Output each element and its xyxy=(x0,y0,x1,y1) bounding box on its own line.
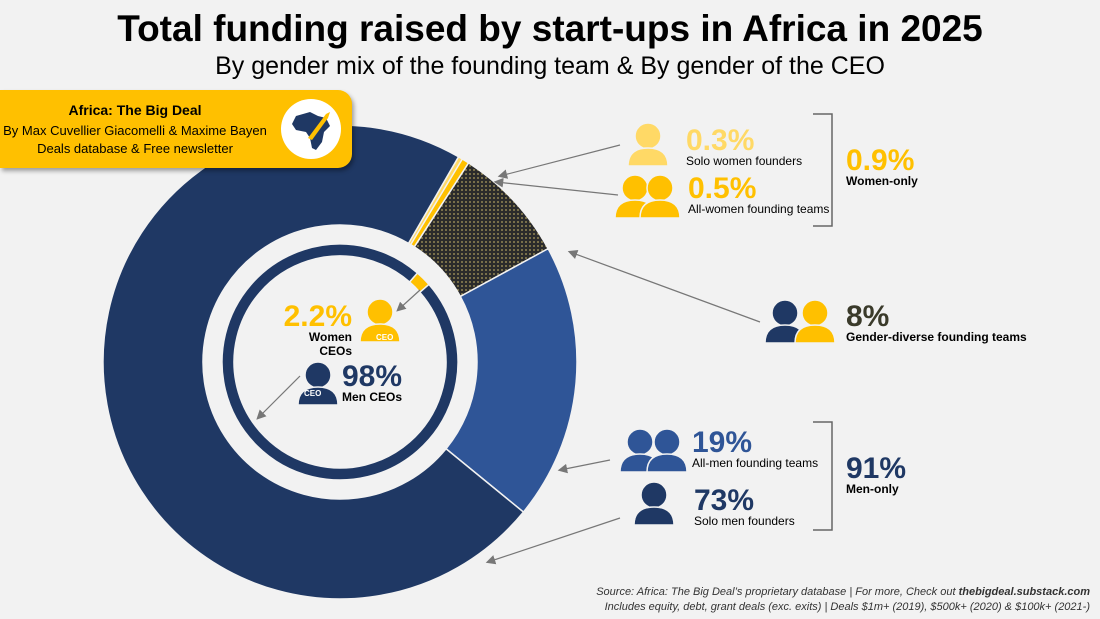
all-men-value: 19% xyxy=(692,426,753,459)
solo-men-callout: 73% Solo men founders xyxy=(694,484,795,528)
women-only-label: Women-only xyxy=(846,174,918,188)
solo-women-label: Solo women founders xyxy=(686,154,803,168)
brand-banner: Africa: The Big Deal By Max Cuvellier Gi… xyxy=(0,90,352,168)
callout-arrow xyxy=(567,249,761,323)
solo-woman-icon xyxy=(627,122,669,167)
woman-ceo-icon xyxy=(359,298,401,343)
source-text: Source: Africa: The Big Deal’s proprieta… xyxy=(596,586,959,598)
callout-arrow xyxy=(485,517,621,565)
diverse-value: 8% xyxy=(846,300,890,333)
brand-authors: By Max Cuvellier Giacomelli & Maxime Bay… xyxy=(3,123,267,138)
callout-arrow xyxy=(493,177,619,196)
woman-icon xyxy=(639,174,681,219)
solo-men-value: 73% xyxy=(694,484,755,517)
brand-name: Africa: The Big Deal xyxy=(68,102,202,118)
man-ceo-icon xyxy=(297,361,339,406)
men-only-value: 91% xyxy=(846,452,907,485)
diverse-callout: 8% Gender-diverse founding teams xyxy=(846,300,1027,344)
men-only-bracket xyxy=(813,421,833,531)
solo-man-icon xyxy=(633,481,675,526)
callout-arrow xyxy=(497,144,621,179)
man-icon xyxy=(646,428,688,473)
men-ceo-label: Men CEOs xyxy=(342,390,403,404)
slice-solo-men-founders xyxy=(102,124,525,600)
deals-note: Includes equity, debt, grant deals (exc.… xyxy=(604,601,1090,613)
all-women-callout: 0.5% All-women founding teams xyxy=(688,172,829,216)
callout-arrow xyxy=(557,459,611,474)
solo-women-callout: 0.3% Solo women founders xyxy=(686,124,802,168)
all-women-label: All-women founding teams xyxy=(688,202,830,216)
africa-logo-icon xyxy=(281,99,341,159)
source-note: Source: Africa: The Big Deal’s proprieta… xyxy=(596,585,1090,615)
men-only-label: Men-only xyxy=(846,482,899,496)
solo-men-label: Solo men founders xyxy=(694,514,795,528)
chart-title: Total funding raised by start-ups in Afr… xyxy=(117,8,983,49)
all-men-callout: 19% All-men founding teams xyxy=(692,426,818,470)
source-link[interactable]: thebigdeal.substack.com xyxy=(958,586,1090,598)
men-ceo-badge: CEO xyxy=(304,389,322,398)
callout-arrow xyxy=(396,289,421,312)
women-only-value: 0.9% xyxy=(846,144,915,177)
men-ceo-callout: 98% Men CEOs xyxy=(342,360,402,404)
women-only-callout: 0.9% Women-only xyxy=(846,144,918,188)
chart-subtitle: By gender mix of the founding team & By … xyxy=(215,52,885,80)
solo-women-value: 0.3% xyxy=(686,124,755,157)
woman-icon xyxy=(794,299,836,344)
women-ceo-value: 2.2% xyxy=(283,300,352,333)
callout-arrow xyxy=(256,375,301,420)
brand-tagline: Deals database & Free newsletter xyxy=(37,141,233,156)
women-ceo-label: Women CEOs xyxy=(308,330,352,358)
women-ceo-callout: 2.2% Women CEOs xyxy=(282,300,352,358)
slice-all-men-founding-teams xyxy=(444,247,578,514)
all-men-label: All-men founding teams xyxy=(692,456,819,470)
men-ceo-value: 98% xyxy=(342,360,403,393)
women-only-bracket xyxy=(813,113,833,227)
men-only-callout: 91% Men-only xyxy=(846,452,906,496)
all-women-value: 0.5% xyxy=(688,172,757,205)
slice-men-ceos xyxy=(221,243,459,481)
diverse-label: Gender-diverse founding teams xyxy=(846,330,1027,344)
women-ceo-badge: CEO xyxy=(376,333,394,342)
